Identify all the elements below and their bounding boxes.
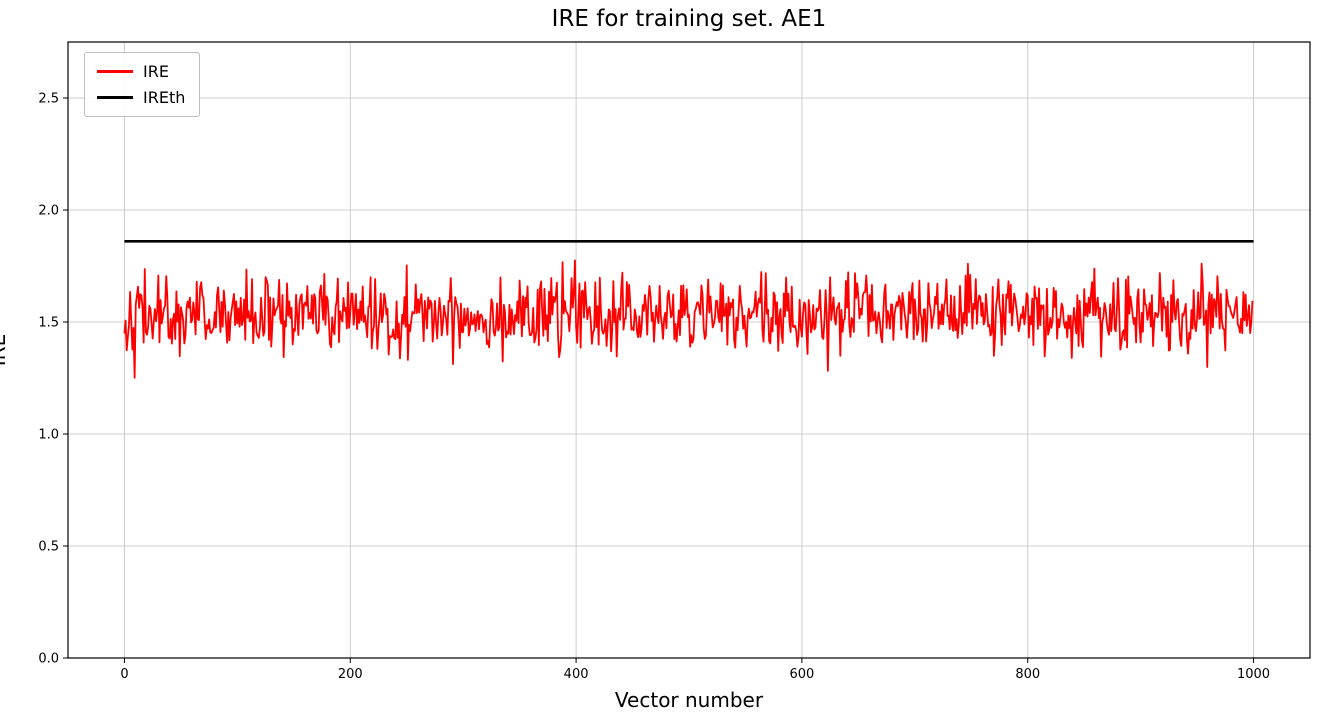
- ire-line-swatch: [97, 70, 133, 73]
- x-tick-label: 400: [564, 667, 589, 682]
- x-tick-label: 600: [789, 667, 814, 682]
- y-tick-label: 2.0: [38, 204, 59, 219]
- chart-title: IRE for training set. AE1: [551, 6, 827, 32]
- legend-label-ireth: IREth: [143, 88, 186, 107]
- legend-item-ireth: IREth: [97, 88, 185, 107]
- axes-frame: [67, 41, 1311, 659]
- y-tick-label: 0.0: [38, 652, 59, 667]
- x-tick-label: 1000: [1237, 667, 1270, 682]
- legend-item-ire: IRE: [97, 62, 185, 81]
- ireth-line-swatch: [97, 96, 133, 99]
- y-tick-label: 0.5: [38, 540, 59, 555]
- y-tick-label: 1.0: [38, 428, 59, 443]
- y-tick-label: 1.5: [38, 316, 59, 331]
- y-tick-label: 2.5: [38, 92, 59, 107]
- x-tick-label: 800: [1015, 667, 1040, 682]
- x-tick-label: 0: [120, 667, 128, 682]
- legend-label-ire: IRE: [143, 62, 169, 81]
- y-axis-label: IRE: [0, 333, 10, 367]
- x-axis-label: Vector number: [614, 688, 764, 712]
- x-tick-label: 200: [338, 667, 363, 682]
- ire-series-line: [123, 259, 1254, 379]
- legend: IRE IREth: [84, 52, 201, 117]
